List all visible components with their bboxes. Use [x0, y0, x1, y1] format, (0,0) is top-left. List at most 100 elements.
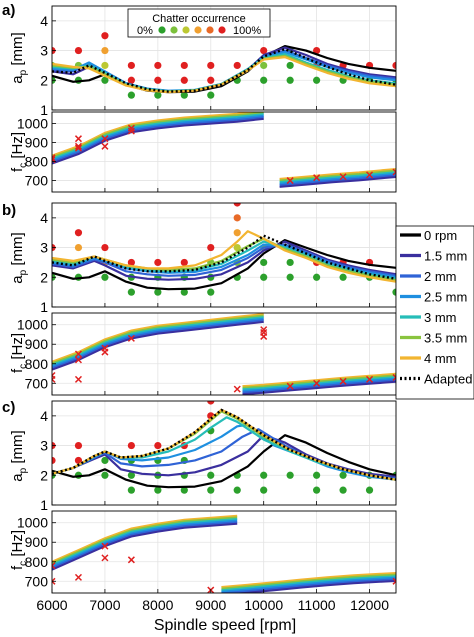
chatter-point [260, 76, 268, 84]
chatter-point [154, 258, 162, 267]
ylabel-fc-c: fc [Hz] [9, 530, 29, 570]
chatter-point [392, 61, 396, 70]
frequency-line [221, 576, 396, 593]
y-tick-label: 4 [40, 13, 48, 29]
plot-marks [52, 313, 396, 395]
chatter-point [286, 258, 294, 267]
chatter-point [286, 273, 294, 281]
chatter-point [207, 76, 215, 84]
chatter-point [207, 471, 215, 479]
chatter-point [101, 456, 109, 465]
measured-frequency-cross [52, 154, 56, 162]
chatter-point [74, 243, 83, 252]
measured-frequency-cross [74, 144, 82, 152]
chatter-point [180, 258, 188, 267]
y-tick-label: 4 [40, 210, 48, 226]
frequency-line [52, 516, 238, 565]
chatter-point [127, 486, 135, 494]
frequency-line [52, 314, 264, 365]
chatter-point [154, 288, 162, 296]
y-tick-label: 3 [40, 240, 48, 256]
chatter-legend-dot [194, 26, 202, 34]
frequency-line [52, 313, 264, 363]
chatter-point [127, 91, 135, 99]
chatter-point [74, 456, 83, 465]
chatter-point [339, 471, 347, 479]
chatter-point [286, 471, 294, 479]
measured-frequency-cross [286, 177, 294, 185]
ylabel-ap-main: a [9, 473, 26, 482]
stability-line-1-5-mm [52, 240, 396, 281]
chatter-point [207, 486, 215, 494]
y-tick-label: 2 [40, 467, 48, 483]
plot-marks [52, 32, 396, 99]
chatter-point [127, 76, 135, 84]
ylabel-fc-main: f [9, 167, 26, 172]
measured-frequency-cross [74, 573, 82, 581]
measured-frequency-cross [127, 124, 135, 132]
chatter-legend-dots [158, 26, 226, 34]
ylabel-ap-c: ap [mm] [9, 430, 29, 481]
x-tick-label: 10000 [244, 597, 283, 613]
y-tick-label: 800 [25, 154, 49, 170]
chatter-point [74, 441, 83, 450]
measured-frequency-cross [366, 171, 374, 179]
chatter-point [154, 61, 162, 70]
chatter-point [207, 243, 215, 252]
measured-frequency-cross [74, 375, 82, 383]
chatter-point [339, 273, 347, 281]
panel-label-c: c) [2, 399, 15, 416]
chatter-legend-dot [170, 26, 178, 34]
chatter-point [154, 91, 162, 99]
chatter-point [154, 76, 162, 84]
plot-frame [51, 111, 397, 193]
panel-label-a: a) [2, 2, 15, 19]
chatter-point [101, 46, 109, 55]
measured-frequency-cross [127, 556, 135, 564]
chatter-point [101, 471, 109, 479]
chatter-point [207, 401, 215, 405]
chatter-point [180, 288, 188, 296]
plot-b_fc: 700 800 900 1000 [17, 312, 397, 396]
x-tick-label: 9000 [195, 597, 226, 613]
y-tick-label: 800 [25, 356, 49, 372]
plot-background [52, 203, 396, 307]
ylabel-fc-main: f [9, 368, 26, 373]
ylabel-fc-sub: c [18, 364, 29, 369]
measured-frequency-cross [392, 168, 396, 176]
frequency-line [221, 578, 396, 593]
x-tick-label: 11000 [298, 597, 336, 613]
plot-marks [52, 514, 396, 593]
chatter-point [260, 258, 268, 267]
measured-frequency-cross [101, 142, 109, 150]
chatter-legend-high: 100% [233, 25, 261, 37]
chatter-point [233, 229, 241, 237]
chatter-point [233, 214, 241, 222]
chatter-point [127, 471, 135, 479]
ylabel-fc-sub: c [18, 163, 29, 168]
measured-frequency-cross [74, 356, 82, 364]
ylabel-fc-b: fc [Hz] [9, 333, 29, 373]
chatter-point [101, 273, 109, 281]
chatter-point [207, 61, 215, 70]
ylabel-fc-a: fc [Hz] [9, 132, 29, 172]
frequency-line [52, 114, 264, 162]
ylabel-ap-sub: p [18, 269, 29, 275]
frequency-line [52, 316, 264, 366]
plot-c_ap: 1 2 3 4 [40, 400, 397, 513]
chatter-point [180, 486, 188, 494]
y-tick-label: 4 [40, 408, 48, 424]
chatter-point [233, 486, 241, 494]
chatter-point [365, 486, 374, 494]
y-tick-label: 1000 [17, 515, 48, 531]
chatter-point [74, 229, 83, 237]
chatter-point [154, 486, 162, 494]
ylabel-ap-main: a [9, 275, 26, 284]
ylabel-ap-b: ap [mm] [9, 232, 29, 283]
measured-frequency-cross [127, 334, 135, 342]
measured-frequency-cross [127, 127, 135, 135]
chatter-point [154, 441, 162, 450]
frequency-line [52, 112, 264, 159]
chatter-point [313, 471, 321, 479]
